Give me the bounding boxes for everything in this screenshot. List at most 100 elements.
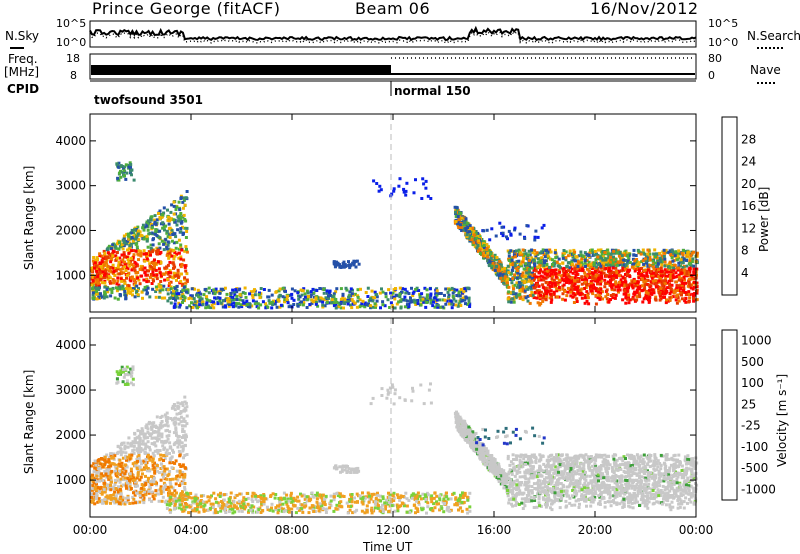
data-cell — [459, 288, 463, 291]
data-cell — [136, 229, 140, 233]
data-cell — [298, 295, 302, 299]
data-cell — [617, 251, 621, 255]
data-cell — [654, 274, 658, 278]
data-cell — [121, 247, 125, 251]
data-cell — [93, 281, 97, 285]
data-cell — [585, 274, 589, 278]
data-cell — [148, 498, 151, 502]
data-cell — [342, 300, 346, 304]
data-cell — [132, 478, 136, 482]
data-cell — [106, 247, 110, 251]
data-cell — [425, 288, 429, 292]
data-cell — [379, 306, 382, 310]
data-cell — [612, 249, 616, 253]
data-cell — [108, 474, 112, 478]
data-cell — [205, 298, 209, 302]
data-cell — [520, 286, 524, 290]
data-cell — [141, 439, 145, 443]
data-cell — [454, 215, 458, 218]
data-cell — [187, 297, 191, 301]
data-cell — [343, 263, 347, 267]
data-cell — [490, 266, 494, 270]
data-cell — [611, 293, 615, 296]
data-cell — [98, 479, 102, 483]
data-cell — [468, 305, 472, 308]
data-cell — [665, 298, 668, 302]
data-cell — [127, 237, 131, 241]
data-cell — [119, 260, 123, 264]
data-cell — [527, 279, 530, 283]
data-cell — [95, 282, 99, 286]
data-cell — [571, 291, 575, 295]
data-cell — [147, 445, 151, 449]
data-cell — [617, 261, 621, 265]
data-cell — [679, 287, 683, 291]
data-cell — [555, 260, 559, 264]
data-cell — [177, 442, 181, 446]
data-cell — [146, 436, 150, 440]
data-cell — [106, 290, 110, 294]
data-cell — [168, 430, 172, 434]
data-cell — [675, 294, 679, 298]
data-cell — [233, 293, 237, 297]
data-cell — [124, 451, 128, 455]
data-cell — [438, 298, 442, 302]
data-cell — [609, 255, 612, 259]
data-cell — [119, 277, 123, 281]
data-cell — [173, 302, 177, 306]
data-cell — [92, 462, 96, 466]
data-cell — [124, 177, 128, 181]
data-cell — [183, 276, 187, 280]
data-cell — [112, 452, 116, 456]
data-cell — [377, 189, 381, 193]
data-cell — [599, 295, 603, 299]
data-cell — [337, 304, 341, 308]
data-cell — [136, 447, 139, 451]
data-cell — [580, 257, 584, 261]
cpid-label: CPID — [7, 82, 40, 96]
data-cell — [179, 402, 183, 406]
data-cell — [145, 423, 149, 427]
data-cell — [327, 294, 330, 298]
data-cell — [518, 284, 522, 288]
data-cell — [394, 293, 398, 297]
data-cell — [179, 411, 183, 415]
data-cell — [468, 302, 472, 306]
data-cell — [178, 303, 182, 307]
data-cell — [485, 247, 489, 251]
data-cell — [122, 271, 126, 275]
data-cell — [675, 258, 679, 262]
data-cell — [676, 252, 680, 256]
data-cell — [468, 224, 472, 228]
data-cell — [564, 276, 568, 280]
data-cell — [91, 473, 95, 477]
data-cell — [366, 295, 370, 298]
data-cell — [257, 306, 261, 310]
data-cell — [511, 290, 515, 294]
data-cell — [676, 268, 680, 272]
data-cell — [130, 374, 134, 378]
data-cell — [402, 190, 406, 194]
data-cell — [427, 297, 431, 301]
data-cell — [183, 420, 187, 423]
data-cell — [689, 277, 693, 281]
data-cell — [452, 297, 456, 301]
data-cell — [624, 259, 627, 262]
data-cell — [152, 466, 156, 470]
data-cell — [168, 282, 171, 285]
data-cell — [90, 495, 94, 499]
data-cell — [90, 283, 94, 287]
data-cell — [654, 268, 658, 272]
data-cell — [146, 427, 150, 431]
data-cell — [519, 251, 523, 255]
data-cell — [557, 268, 561, 272]
data-cell — [613, 288, 616, 292]
data-cell — [139, 234, 143, 238]
data-cell — [113, 478, 117, 482]
data-cell — [493, 257, 497, 260]
data-cell — [369, 297, 373, 301]
data-cell — [184, 401, 188, 405]
data-cell — [659, 260, 662, 264]
data-cell — [518, 253, 522, 256]
data-cell — [602, 264, 606, 268]
